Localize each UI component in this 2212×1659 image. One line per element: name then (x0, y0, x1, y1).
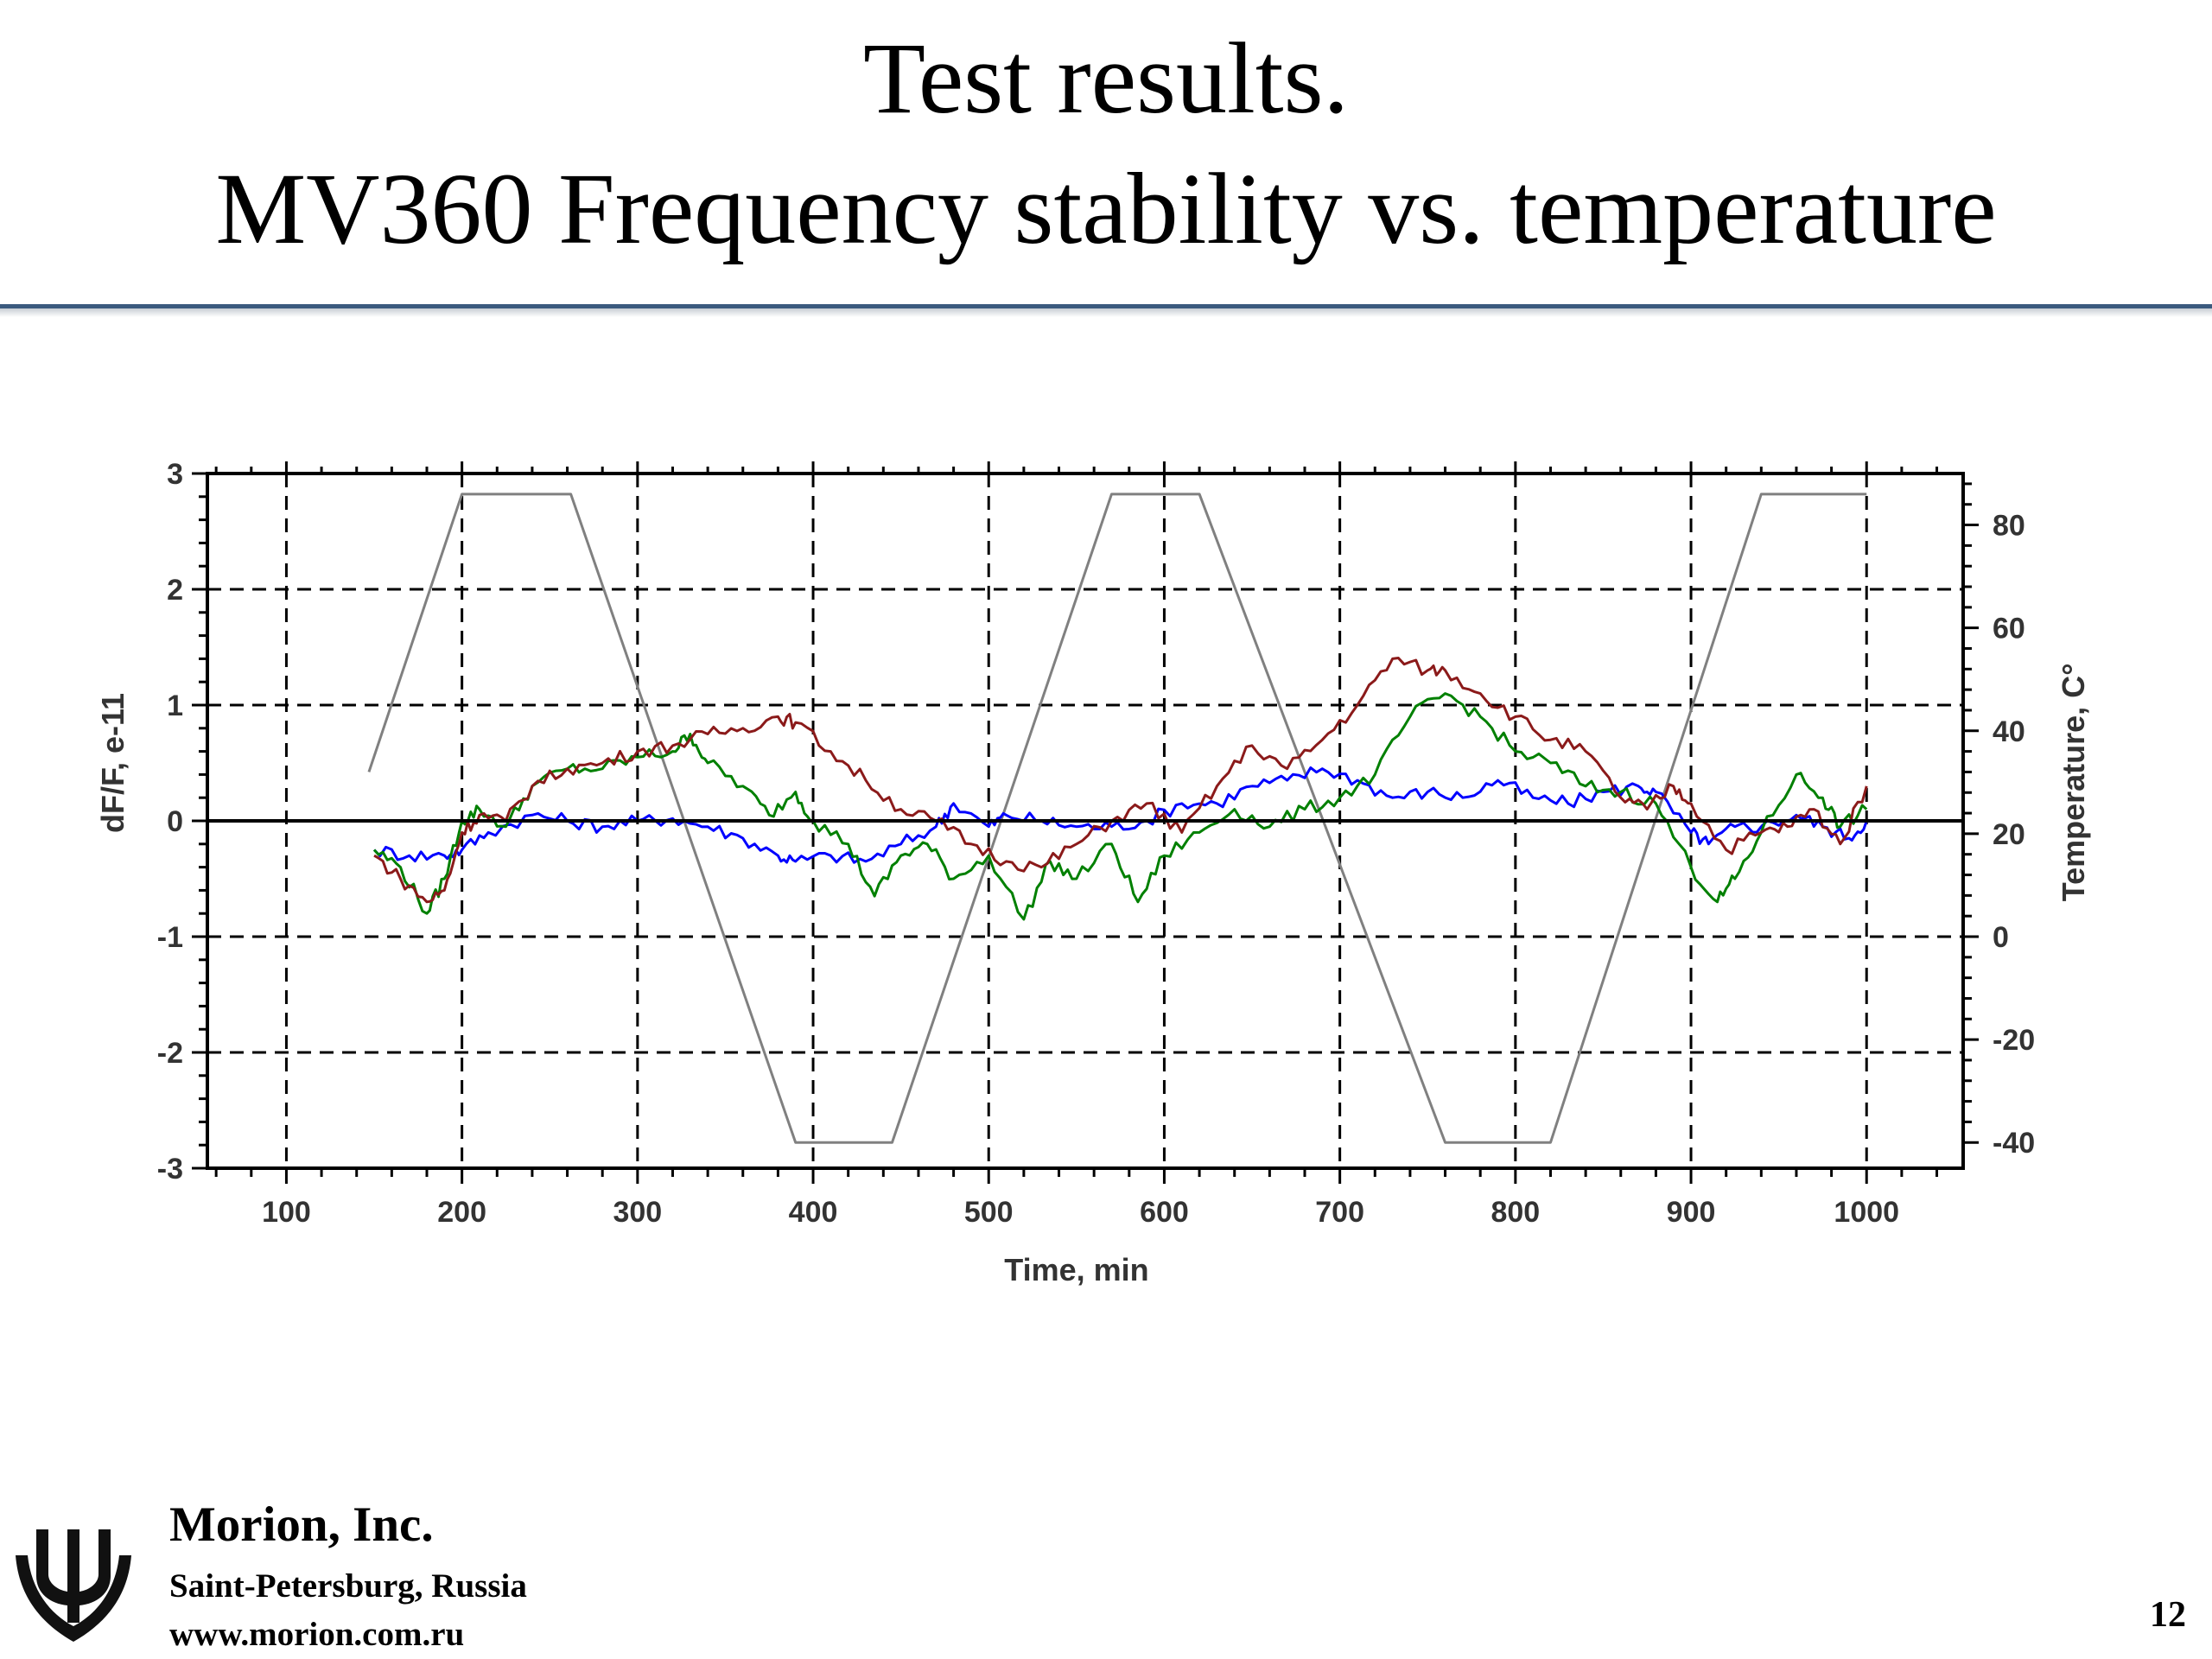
y-tick-label: 1 (167, 690, 183, 722)
x-axis-label: Time, min (1004, 1252, 1148, 1287)
slide-title-line-1: Test results. (863, 22, 1349, 135)
y-tick-label: -3 (157, 1153, 183, 1185)
title-divider-shadow (0, 308, 2212, 317)
y2-tick-label: -20 (1993, 1024, 2035, 1057)
x-tick-label: 300 (613, 1196, 662, 1229)
y-tick-label: 2 (167, 574, 183, 607)
y-axis-label: dF/F, e-11 (95, 693, 130, 833)
x-tick-label: 400 (789, 1196, 838, 1229)
y-tick-label: 3 (167, 458, 183, 491)
y2-tick-label: 20 (1993, 818, 2025, 851)
series-line-2 (372, 692, 1868, 921)
y-tick-label: 0 (167, 805, 183, 838)
y2-tick-label: 60 (1993, 613, 2025, 645)
series-line-1 (372, 766, 1868, 864)
slide-title-line-2: MV360 Frequency stability vs. temperatur… (215, 152, 1997, 265)
company-website: www.morion.com.ru (169, 1616, 465, 1653)
x-tick-label: 900 (1667, 1196, 1716, 1229)
series-lines (207, 493, 1963, 1144)
y2-tick-label: 40 (1993, 715, 2025, 748)
y-tick-label: -1 (157, 921, 183, 954)
frequency-stability-chart: 100 200 300 400 500 600 700 800 900 1000-3-2-1012… (95, 458, 2091, 1287)
y-tick-label: -2 (157, 1037, 183, 1070)
y2-tick-label: 0 (1993, 921, 2009, 954)
y2-axis-label: Temperature, C° (2056, 663, 2091, 901)
y2-tick-label: 80 (1993, 510, 2025, 543)
company-name: Morion, Inc. (169, 1497, 434, 1552)
axis-labels: 100 200 300 400 500 600 700 800 900 1000-3-2-1012… (95, 458, 2091, 1287)
x-tick-label: 500 (964, 1196, 1014, 1229)
page-number: 12 (2150, 1595, 2186, 1635)
x-tick-label: 700 (1315, 1196, 1364, 1229)
title-divider (0, 304, 2212, 308)
x-tick-label: 800 (1491, 1196, 1540, 1229)
x-tick-label: 100 (262, 1196, 311, 1229)
y2-tick-label: -40 (1993, 1127, 2035, 1160)
series-line-0 (367, 493, 1867, 1144)
x-tick-label: 600 (1140, 1196, 1189, 1229)
x-tick-label: 1000 (1834, 1196, 1899, 1229)
x-tick-label: 200 (437, 1196, 486, 1229)
morion-logo (16, 1529, 131, 1642)
axis-ticks (192, 461, 1979, 1184)
company-city: Saint-Petersburg, Russia (169, 1567, 527, 1605)
